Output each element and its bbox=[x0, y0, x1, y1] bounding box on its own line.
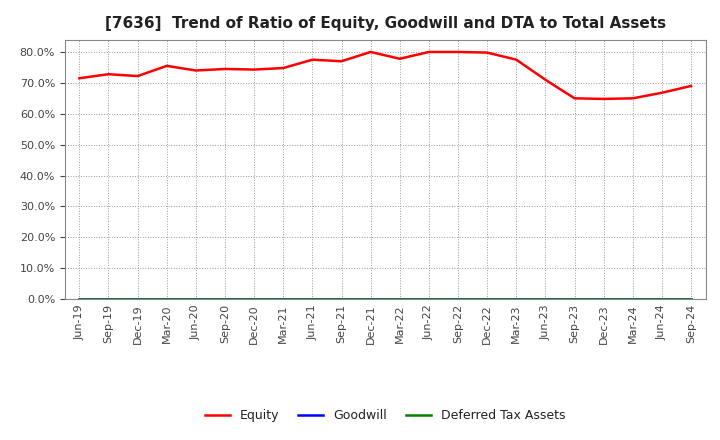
Goodwill bbox=[337, 297, 346, 302]
Equity bbox=[570, 95, 579, 101]
Deferred Tax Assets bbox=[570, 297, 579, 302]
Equity bbox=[104, 72, 113, 77]
Deferred Tax Assets bbox=[512, 297, 521, 302]
Deferred Tax Assets bbox=[395, 297, 404, 302]
Goodwill bbox=[687, 297, 696, 302]
Goodwill bbox=[104, 297, 113, 302]
Goodwill bbox=[395, 297, 404, 302]
Line: Equity: Equity bbox=[79, 52, 691, 99]
Legend: Equity, Goodwill, Deferred Tax Assets: Equity, Goodwill, Deferred Tax Assets bbox=[200, 404, 570, 427]
Deferred Tax Assets bbox=[657, 297, 666, 302]
Equity bbox=[454, 49, 462, 55]
Deferred Tax Assets bbox=[599, 297, 608, 302]
Deferred Tax Assets bbox=[687, 297, 696, 302]
Equity bbox=[599, 96, 608, 102]
Deferred Tax Assets bbox=[192, 297, 200, 302]
Deferred Tax Assets bbox=[104, 297, 113, 302]
Deferred Tax Assets bbox=[163, 297, 171, 302]
Deferred Tax Assets bbox=[483, 297, 492, 302]
Goodwill bbox=[192, 297, 200, 302]
Equity bbox=[512, 57, 521, 62]
Deferred Tax Assets bbox=[337, 297, 346, 302]
Deferred Tax Assets bbox=[279, 297, 287, 302]
Equity bbox=[220, 66, 229, 72]
Equity bbox=[163, 63, 171, 69]
Equity bbox=[395, 56, 404, 62]
Goodwill bbox=[279, 297, 287, 302]
Equity bbox=[337, 59, 346, 64]
Equity bbox=[279, 66, 287, 71]
Equity bbox=[687, 83, 696, 88]
Equity bbox=[541, 77, 550, 82]
Goodwill bbox=[454, 297, 462, 302]
Equity bbox=[657, 90, 666, 95]
Deferred Tax Assets bbox=[250, 297, 258, 302]
Goodwill bbox=[483, 297, 492, 302]
Goodwill bbox=[366, 297, 375, 302]
Deferred Tax Assets bbox=[425, 297, 433, 302]
Equity bbox=[629, 95, 637, 101]
Deferred Tax Assets bbox=[454, 297, 462, 302]
Equity bbox=[366, 49, 375, 55]
Goodwill bbox=[133, 297, 142, 302]
Equity bbox=[250, 67, 258, 72]
Deferred Tax Assets bbox=[75, 297, 84, 302]
Goodwill bbox=[163, 297, 171, 302]
Deferred Tax Assets bbox=[133, 297, 142, 302]
Equity bbox=[483, 50, 492, 55]
Goodwill bbox=[250, 297, 258, 302]
Equity bbox=[133, 73, 142, 79]
Goodwill bbox=[220, 297, 229, 302]
Goodwill bbox=[629, 297, 637, 302]
Deferred Tax Assets bbox=[308, 297, 317, 302]
Equity bbox=[192, 68, 200, 73]
Deferred Tax Assets bbox=[541, 297, 550, 302]
Goodwill bbox=[75, 297, 84, 302]
Equity bbox=[308, 57, 317, 62]
Goodwill bbox=[541, 297, 550, 302]
Goodwill bbox=[308, 297, 317, 302]
Title: [7636]  Trend of Ratio of Equity, Goodwill and DTA to Total Assets: [7636] Trend of Ratio of Equity, Goodwil… bbox=[104, 16, 666, 32]
Goodwill bbox=[570, 297, 579, 302]
Equity bbox=[75, 76, 84, 81]
Goodwill bbox=[657, 297, 666, 302]
Deferred Tax Assets bbox=[366, 297, 375, 302]
Goodwill bbox=[599, 297, 608, 302]
Equity bbox=[425, 49, 433, 55]
Deferred Tax Assets bbox=[629, 297, 637, 302]
Goodwill bbox=[512, 297, 521, 302]
Goodwill bbox=[425, 297, 433, 302]
Deferred Tax Assets bbox=[220, 297, 229, 302]
